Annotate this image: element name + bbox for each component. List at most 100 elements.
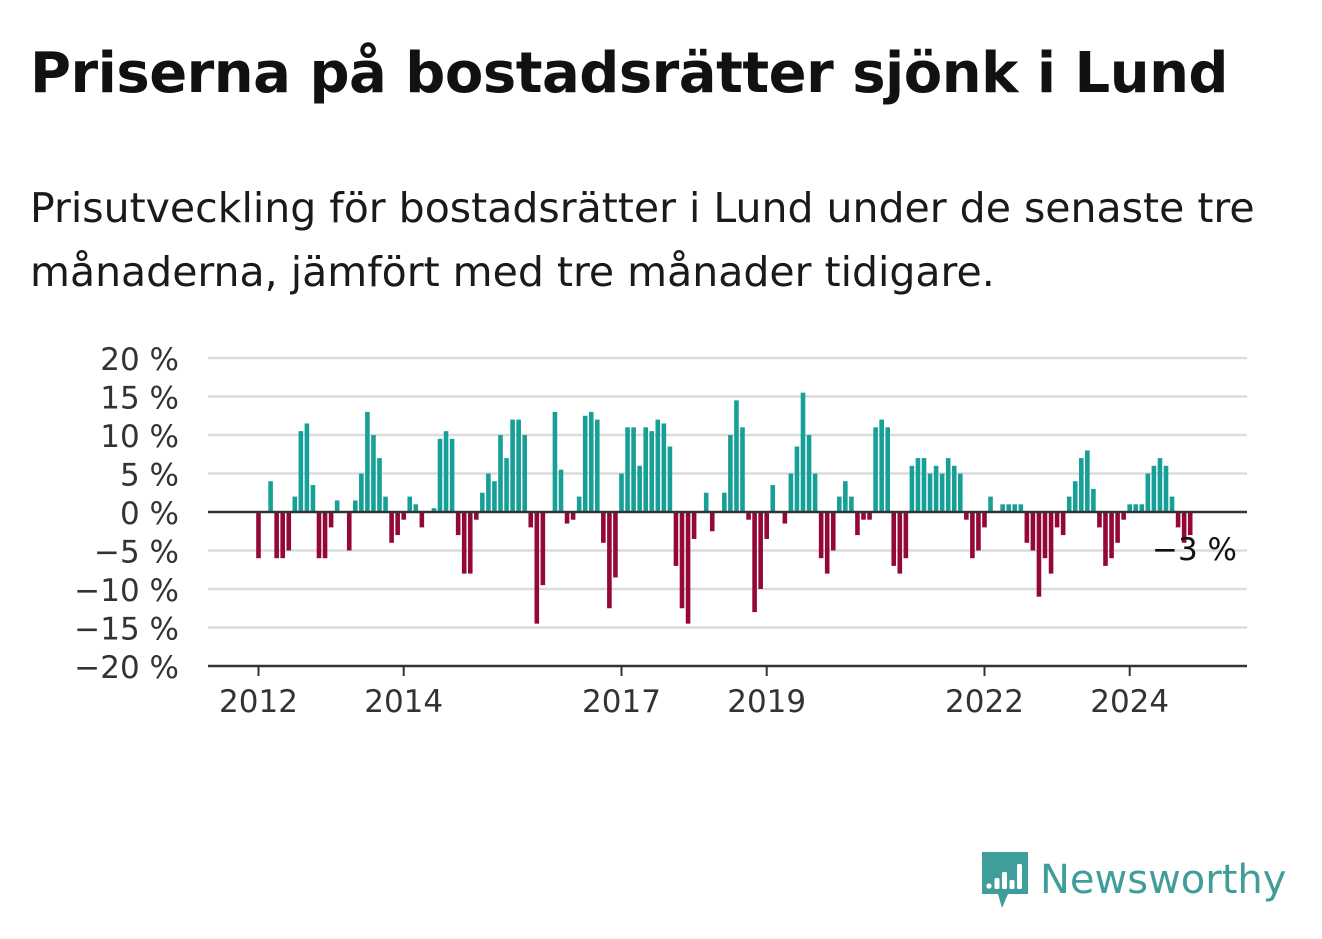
bar-positive [655, 419, 661, 512]
bar-positive [1072, 481, 1078, 512]
bar-positive [1085, 450, 1090, 512]
bar-positive [510, 419, 515, 512]
bar-positive [595, 419, 600, 512]
bar-negative [1097, 512, 1102, 528]
y-tick-label: −10 % [74, 573, 179, 609]
bar-positive [298, 431, 304, 512]
bar-positive [1000, 504, 1005, 512]
bar-positive [558, 469, 564, 512]
bar-positive [873, 427, 878, 512]
bar-positive [1079, 458, 1084, 512]
bar-negative [461, 512, 467, 574]
bar-positive [951, 465, 957, 512]
bar-positive [1139, 504, 1145, 512]
bar-positive [915, 458, 921, 512]
bar-negative [286, 512, 292, 551]
bar-positive [310, 485, 316, 512]
bar-positive [582, 415, 588, 512]
bar-positive [667, 446, 673, 512]
bar-negative [855, 512, 860, 536]
bar-positive [631, 427, 636, 512]
x-tick-label: 2014 [364, 684, 443, 720]
bar-positive [383, 496, 388, 512]
bar-negative [867, 512, 872, 520]
bar-negative [824, 512, 830, 574]
bar-negative [1121, 512, 1126, 520]
bar-negative [982, 512, 987, 528]
bar-negative [1024, 512, 1030, 543]
bar-positive [334, 500, 340, 512]
bar-negative [964, 512, 969, 520]
x-tick-label: 2024 [1090, 684, 1169, 720]
bar-positive [516, 419, 521, 512]
bar-positive [449, 438, 455, 512]
bar-negative [528, 512, 534, 528]
bar-negative [897, 512, 903, 574]
bar-negative [613, 512, 618, 578]
chart-title: Priserna på bostadsrätter sjönk i Lund [30, 41, 1229, 106]
bar-negative [346, 512, 352, 551]
bar-positive [1006, 504, 1011, 512]
newsworthy-logo-icon [982, 852, 1028, 908]
bar-positive [837, 496, 842, 512]
bar-negative [903, 512, 909, 559]
bar-negative [534, 512, 540, 624]
bar-negative [818, 512, 824, 559]
bar-positive [1157, 458, 1163, 512]
bar-negative [673, 512, 679, 566]
bar-negative [455, 512, 461, 536]
bar-positive [933, 465, 939, 512]
x-tick-label: 2019 [727, 684, 806, 720]
bar-negative [1181, 512, 1187, 543]
bar-positive [921, 458, 927, 512]
bar-positive [637, 465, 642, 512]
bar-positive [770, 485, 776, 512]
bar-positive [879, 419, 884, 512]
bar-chart: 20 %15 %10 %5 %0 %−5 %−10 %−15 %−20 % 201… [74, 342, 1247, 720]
bar-positive [292, 496, 298, 512]
bar-positive [643, 427, 648, 512]
bar-negative [679, 512, 685, 609]
bar-negative [782, 512, 788, 524]
x-tick-label: 2012 [219, 684, 298, 720]
chart-subtitle: Prisutveckling för bostadsrätter i Lund … [30, 184, 1255, 296]
bar-negative [891, 512, 897, 566]
bar-negative [1187, 512, 1193, 536]
y-tick-label: 0 % [120, 496, 179, 532]
bar-positive [812, 473, 818, 512]
bar-negative [467, 512, 473, 574]
bar-positive [1091, 488, 1096, 512]
bar-positive [619, 473, 624, 512]
bar-negative [322, 512, 328, 559]
bar-positive [1169, 496, 1175, 512]
bar-positive [734, 400, 739, 512]
bar-negative [691, 512, 697, 539]
bar-positive [722, 492, 727, 512]
bar-negative [474, 512, 479, 520]
bar-negative [764, 512, 769, 539]
bar-negative [970, 512, 975, 559]
bar-negative [316, 512, 322, 559]
bar-positive [359, 473, 364, 512]
bar-negative [1175, 512, 1181, 528]
bar-negative [601, 512, 606, 543]
y-tick-label: 15 % [100, 381, 179, 417]
bar-negative [419, 512, 425, 528]
bar-positive [728, 435, 733, 512]
bar-positive [268, 481, 273, 512]
bar-positive [939, 473, 945, 512]
bar-negative [861, 512, 866, 520]
bar-positive [625, 427, 630, 512]
bar-negative [1060, 512, 1066, 536]
bar-negative [607, 512, 612, 609]
bar-positive [480, 492, 485, 512]
bar-positive [885, 427, 890, 512]
bar-positive [1151, 465, 1157, 512]
bar-negative [746, 512, 751, 520]
bar-positive [1018, 504, 1024, 512]
bar-negative [752, 512, 757, 613]
bar-positive [365, 411, 370, 512]
bar-negative [256, 512, 261, 559]
bar-positive [661, 423, 667, 512]
bar-negative [328, 512, 334, 528]
